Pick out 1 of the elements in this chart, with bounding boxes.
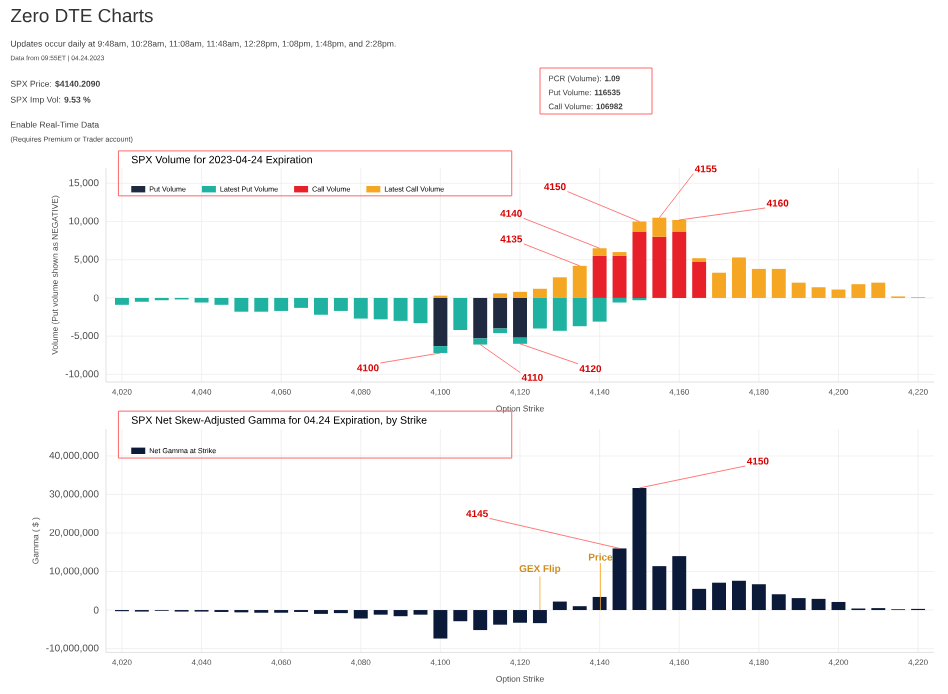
text: Zero DTE Charts <box>11 8 153 23</box>
